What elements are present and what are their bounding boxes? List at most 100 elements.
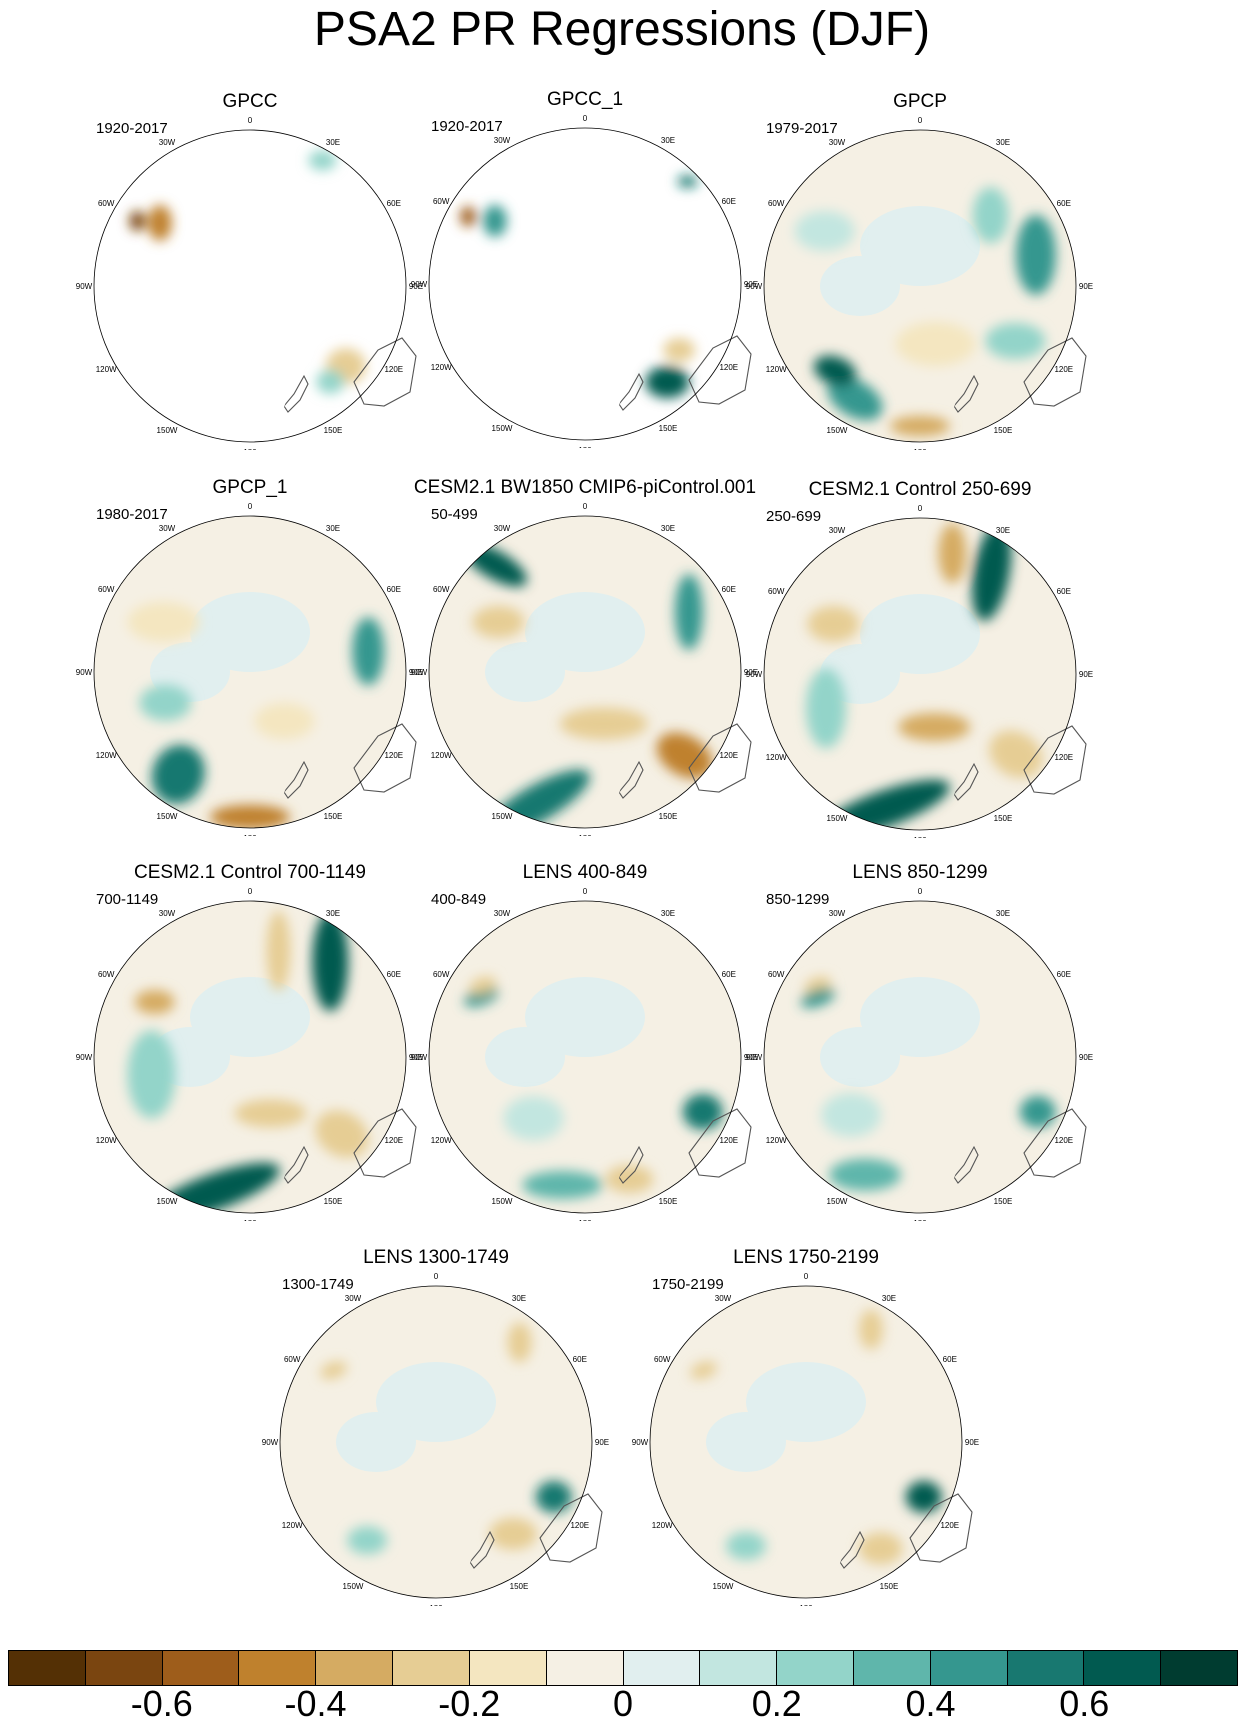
longitude-label: 90W bbox=[411, 1053, 428, 1062]
panel-title: CESM2.1 Control 700-1149 bbox=[134, 862, 366, 883]
panel-title: GPCC_1 bbox=[546, 89, 624, 110]
longitude-label: 150E bbox=[659, 424, 678, 433]
australia-coast bbox=[353, 337, 417, 407]
polar-stereographic-map: 0 30E 60E 90E 120E 150E 180 150W 120W 90W 60W 30W bbox=[411, 114, 758, 448]
australia-coast bbox=[1023, 1108, 1087, 1178]
polar-light-positive bbox=[190, 977, 310, 1057]
longitude-label: 60E bbox=[387, 970, 401, 979]
map-panel-gpcp-1: GPCP_1 1980-2017 0 30E 60E 90E 120E 150E 180 150W… bbox=[70, 476, 430, 856]
west-light bbox=[503, 1096, 564, 1141]
longitude-label: 120W bbox=[431, 363, 452, 372]
australia-positive bbox=[645, 366, 690, 399]
south-indian-positive bbox=[905, 1480, 942, 1513]
colorbar-tick: 0 bbox=[612, 1683, 634, 1724]
polar-light-positive bbox=[525, 592, 645, 672]
panel-years-label: 1920-2017 bbox=[96, 120, 168, 137]
south-negative bbox=[605, 1165, 654, 1194]
map-boundary bbox=[93, 900, 407, 1214]
longitude-label: 150E bbox=[324, 1197, 343, 1206]
longitude-label: 30W bbox=[829, 909, 846, 918]
longitude-label: 30E bbox=[661, 136, 675, 145]
polar-stereographic-map: 0 30E 60E 90E 120E 150E 180 150W 120W 90W 60W 30W bbox=[746, 116, 1093, 450]
longitude-label: 90W bbox=[746, 670, 763, 679]
longitude-label: 150W bbox=[492, 424, 513, 433]
longitude-label: 120E bbox=[719, 363, 738, 372]
colorbar-cell bbox=[85, 1651, 163, 1685]
longitude-label: 90E bbox=[965, 1438, 979, 1447]
longitude-label: 150W bbox=[492, 1197, 513, 1206]
colorbar-cell bbox=[239, 1651, 317, 1685]
longitude-label: 90E bbox=[744, 1053, 758, 1062]
west-light-positive bbox=[820, 1027, 900, 1087]
polar-stereographic-map: 0 30E 60E 90E 120E 150E 180 150W 120W 90W 60W 30W bbox=[76, 502, 423, 836]
field-background bbox=[94, 130, 406, 442]
longitude-label: 90W bbox=[411, 280, 428, 289]
colorbar-cell bbox=[162, 1651, 240, 1685]
west-light bbox=[806, 668, 846, 749]
colorbar-tick: 0.2 bbox=[751, 1683, 802, 1724]
pacific-positive bbox=[522, 1171, 603, 1199]
australia-coast bbox=[353, 1108, 417, 1178]
atlantic-negative bbox=[127, 602, 200, 642]
colorbar-cell bbox=[777, 1651, 854, 1685]
longitude-label: 150E bbox=[324, 812, 343, 821]
precip-regression-field bbox=[764, 518, 1076, 830]
ross-negative bbox=[898, 713, 971, 742]
map-panel-cesm-control-700: CESM2.1 Control 700-1149 700-1149 0 30E 60E 9… bbox=[70, 861, 430, 1241]
colorbar-tick: -0.6 bbox=[130, 1683, 193, 1724]
field-background bbox=[429, 128, 741, 440]
peninsula-negative bbox=[472, 606, 525, 638]
longitude-label: 0 bbox=[434, 1272, 439, 1281]
longitude-label: 150E bbox=[324, 426, 343, 435]
longitude-label: 150E bbox=[994, 1197, 1013, 1206]
map-boundary bbox=[93, 515, 407, 829]
longitude-label: 30W bbox=[494, 136, 511, 145]
map-panel-cesm-control-250: CESM2.1 Control 250-699 250-699 0 30E 60E 90E… bbox=[740, 478, 1100, 858]
longitude-label: 180 bbox=[913, 448, 927, 450]
longitude-label: 150W bbox=[827, 1197, 848, 1206]
longitude-label: 30W bbox=[715, 1294, 732, 1303]
longitude-label: 0 bbox=[918, 504, 923, 513]
longitude-label: 30E bbox=[326, 909, 340, 918]
longitude-label: 120W bbox=[652, 1521, 673, 1530]
longitude-label: 180 bbox=[913, 1219, 927, 1221]
longitude-label: 150W bbox=[713, 1582, 734, 1591]
longitude-label: 60E bbox=[573, 1355, 587, 1364]
colorbar-cell bbox=[546, 1651, 624, 1685]
africa-positive bbox=[677, 175, 698, 188]
longitude-label: 0 bbox=[804, 1272, 809, 1281]
longitude-label: 0 bbox=[583, 114, 588, 123]
panel-years-label: 850-1299 bbox=[766, 891, 830, 908]
longitude-label: 120W bbox=[766, 365, 787, 374]
longitude-label: 180 bbox=[243, 448, 257, 450]
map-panel-cesm-bw1850: CESM2.1 BW1850 CMIP6-piControl.001 50-499… bbox=[405, 476, 765, 856]
indian-positive bbox=[1015, 214, 1056, 295]
panel-years-label: 1750-2199 bbox=[652, 1276, 724, 1293]
pacific-light bbox=[347, 1526, 388, 1555]
colorbar-tick: -0.4 bbox=[284, 1683, 347, 1724]
longitude-label: 180 bbox=[578, 446, 592, 448]
longitude-label: 90E bbox=[1079, 1053, 1093, 1062]
longitude-label: 90E bbox=[409, 668, 423, 677]
longitude-label: 120W bbox=[96, 1136, 117, 1145]
longitude-label: 180 bbox=[578, 834, 592, 836]
africa-negative bbox=[938, 523, 967, 584]
precip-regression-field bbox=[94, 130, 406, 442]
colorbar-cell bbox=[700, 1651, 778, 1685]
south-negative bbox=[210, 805, 290, 828]
map-panel-gpcp: GPCP 1979-2017 0 30E 60E 90E 120E 150E 180 150W 12… bbox=[740, 90, 1100, 470]
map-panel-lens-850: LENS 850-1299 850-1299 0 30E 60E 90E 120E 150E 1… bbox=[740, 861, 1100, 1241]
panel-title: GPCP_1 bbox=[212, 477, 288, 498]
australia-coast bbox=[539, 1493, 603, 1563]
longitude-label: 90W bbox=[746, 1053, 763, 1062]
longitude-label: 120W bbox=[96, 365, 117, 374]
map-boundary bbox=[763, 900, 1077, 1214]
longitude-label: 90E bbox=[595, 1438, 609, 1447]
polar-stereographic-map: 0 30E 60E 90E 120E 150E 180 150W 120W 90W 60W 30W bbox=[632, 1272, 979, 1606]
longitude-label: 30W bbox=[159, 909, 176, 918]
south-america-positive bbox=[482, 204, 507, 237]
longitude-label: 150E bbox=[659, 812, 678, 821]
map-boundary bbox=[763, 517, 1077, 831]
panel-years-label: 1920-2017 bbox=[431, 118, 503, 135]
ross-negative bbox=[895, 322, 976, 366]
